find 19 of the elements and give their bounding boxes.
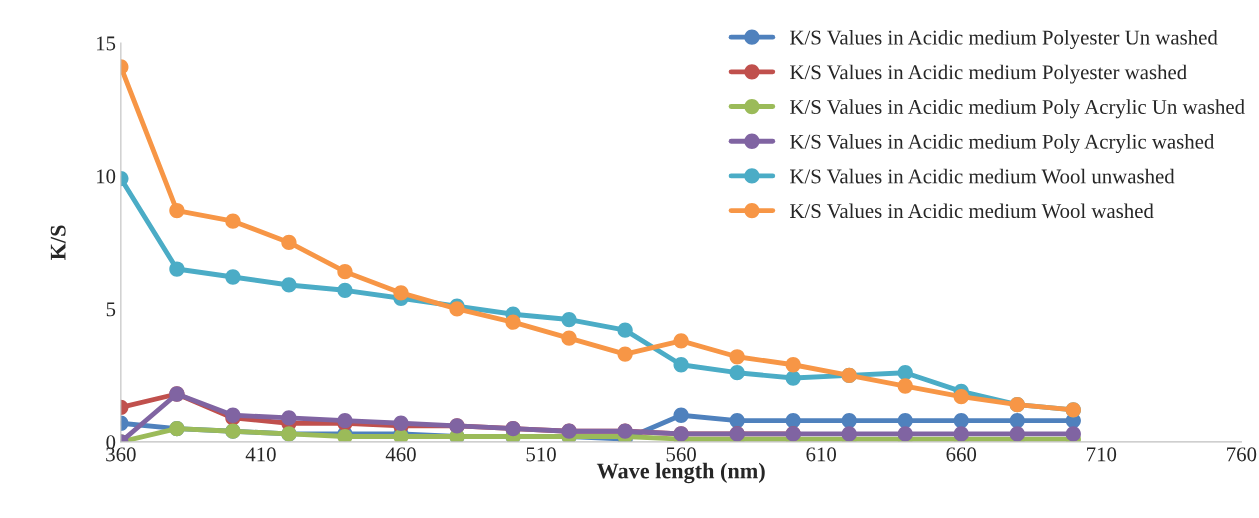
y-tick-label: 10 — [97, 169, 116, 184]
legend-label: K/S Values in Acidic medium Poly Acrylic washed — [790, 134, 1215, 154]
x-tick-label: 460 — [385, 447, 416, 462]
x-tick-label: 410 — [245, 447, 276, 462]
legend-label: K/S Values in Acidic medium Wool washed — [790, 203, 1154, 219]
legend-label: K/S Values in Acidic medium Wool unwashed — [790, 168, 1175, 184]
x-tick-label: 510 — [526, 447, 556, 462]
legend-label: K/S Values in Acidic medium Polyester washed — [790, 64, 1187, 84]
y-axis-title: K/S — [50, 225, 66, 260]
x-tick-label: 710 — [1087, 447, 1117, 462]
x-tick-label: 560 — [666, 447, 696, 462]
x-tick-label: 610 — [806, 447, 837, 462]
x-tick-label: 660 — [946, 447, 977, 462]
y-tick-label: 5 — [106, 302, 116, 317]
legend-label: K/S Values in Acidic medium Polyester Un washed — [790, 29, 1218, 49]
x-axis-title: Wave length (nm) — [596, 462, 765, 484]
x-tick-label: 760 — [1227, 447, 1257, 462]
legend-label: K/S Values in Acidic medium Poly Acrylic Un washed — [790, 99, 1245, 119]
y-tick-label: 15 — [97, 36, 116, 51]
